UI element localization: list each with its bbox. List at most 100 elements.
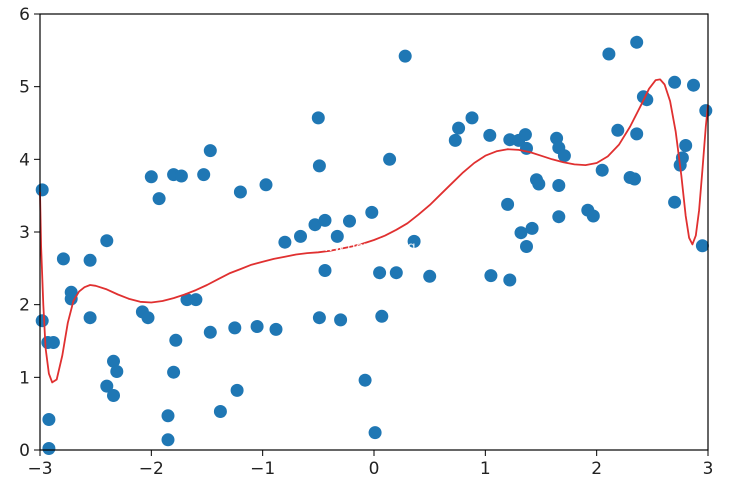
scatter-point (269, 322, 283, 336)
scatter-point (174, 169, 188, 183)
watermark: www.devtalking.com (313, 240, 448, 255)
scatter-point (152, 192, 166, 206)
scatter-point (389, 266, 403, 280)
scatter-point (373, 266, 387, 280)
x-tick-label: −1 (250, 459, 275, 479)
scatter-point (169, 333, 183, 347)
scatter-point (259, 178, 273, 192)
scatter-point (630, 35, 644, 49)
scatter-point (520, 240, 533, 253)
x-tick-label: 2 (591, 459, 602, 479)
scatter-point (42, 413, 56, 426)
y-tick-label: 6 (19, 5, 30, 25)
y-tick-label: 1 (19, 368, 30, 388)
scatter-point (586, 209, 600, 223)
scatter-point (398, 49, 412, 63)
scatter-point (318, 213, 332, 227)
scatter-point (695, 239, 709, 253)
scatter-point (358, 373, 372, 387)
x-tick-label: −2 (139, 459, 164, 479)
scatter-point (687, 78, 700, 92)
scatter-point (110, 365, 124, 378)
scatter-point (107, 389, 120, 402)
scatter-point (375, 309, 389, 323)
scatter-point (312, 311, 326, 325)
scatter-point (668, 75, 682, 89)
scatter-point (35, 314, 49, 328)
y-tick-label: 5 (19, 78, 30, 98)
scatter-point (334, 313, 348, 327)
scatter-point (197, 168, 211, 182)
scatter-point (203, 325, 217, 339)
scatter-point (465, 111, 479, 125)
scatter-point (595, 163, 609, 177)
scatter-point (532, 177, 546, 191)
scatter-point (100, 379, 114, 393)
scatter-point (278, 235, 292, 249)
scatter-point (514, 226, 528, 240)
axis-ticks: −3 −2 −1 0 1 2 3 0 1 2 3 4 5 6 (19, 5, 713, 479)
scatter-point (699, 104, 713, 118)
scatter-point (83, 253, 97, 267)
fitted-curve (39, 78, 709, 384)
scatter-point (630, 127, 644, 141)
scatter-point (141, 311, 155, 325)
scatter-point (250, 320, 264, 333)
scatter-point (100, 234, 114, 248)
scatter-point (640, 93, 654, 107)
scatter-point (407, 234, 421, 248)
scatter-point (213, 405, 227, 418)
x-tick-label: −3 (27, 459, 52, 479)
scatter-point (189, 293, 203, 307)
scatter-point (35, 183, 49, 197)
scatter-point (518, 128, 532, 142)
scatter-point (501, 197, 515, 211)
y-tick-label: 3 (19, 223, 30, 243)
scatter-point (611, 123, 625, 137)
scatter-point (552, 210, 566, 224)
scatter-point (679, 139, 693, 152)
scatter-point (144, 170, 158, 184)
scatter-point (602, 47, 616, 61)
scatter-point (668, 195, 682, 209)
scatter-point (308, 218, 322, 232)
regression-line (39, 78, 709, 384)
scatter-point (330, 229, 344, 243)
scatter-point (161, 433, 175, 447)
scatter-point (452, 121, 466, 135)
scatter-point (233, 185, 247, 199)
y-tick-label: 0 (19, 441, 30, 461)
y-tick-label: 2 (19, 296, 30, 316)
scatter-point (42, 442, 56, 455)
scatter-point (552, 179, 566, 192)
scatter-point (312, 159, 326, 173)
scatter-point (423, 269, 437, 283)
scatter-point (503, 273, 517, 287)
scatter-point (107, 354, 120, 368)
scatter-point (46, 336, 60, 349)
scatter-point (228, 321, 242, 335)
scatter-point (483, 128, 497, 142)
scatter-point (525, 221, 539, 235)
scatter-point (167, 365, 181, 379)
scatter-point (368, 426, 382, 440)
scatter-point (294, 229, 307, 243)
scatter-point (343, 214, 356, 228)
scatter-point (365, 205, 379, 219)
scatter-point (311, 111, 325, 125)
scatter-point (318, 264, 332, 277)
scatter-point (64, 292, 78, 306)
scatter-point (383, 152, 397, 166)
scatter-point (230, 383, 244, 397)
scatter-point (628, 172, 641, 186)
scatter-point (203, 144, 217, 158)
scatter-point (56, 252, 70, 266)
scatter-point (83, 311, 97, 325)
scatter-point (180, 293, 194, 307)
y-tick-label: 4 (19, 150, 30, 170)
x-tick-label: 0 (369, 459, 380, 479)
scatter-point (161, 409, 175, 423)
plot-background (40, 14, 708, 450)
